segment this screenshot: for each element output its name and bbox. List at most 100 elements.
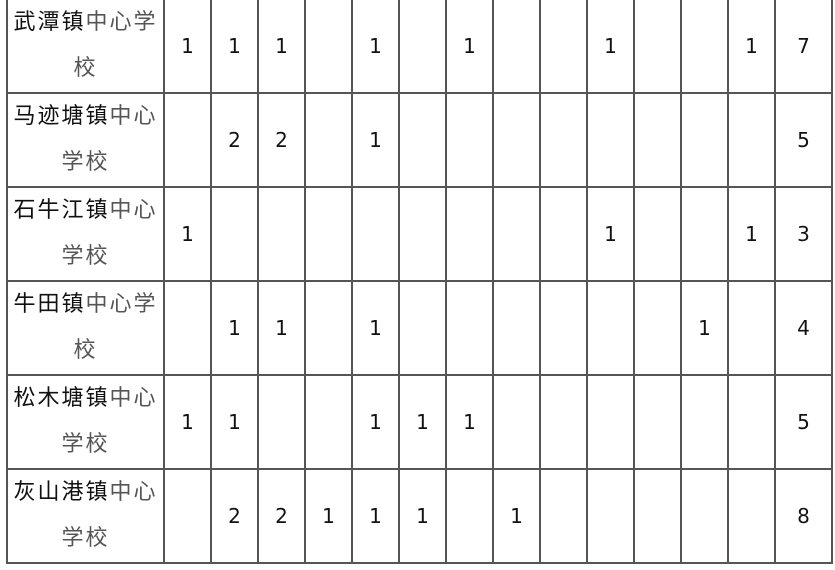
count-cell: [445, 186, 494, 282]
count-cell: [633, 186, 682, 282]
school-suffix: 中心学校: [73, 10, 158, 81]
count-cell: [492, 374, 541, 470]
count-cell: 1: [586, 0, 635, 94]
count-cell: [304, 186, 353, 282]
count-cell: [257, 186, 306, 282]
total-cell: 7: [774, 0, 833, 94]
school-name-cell: 石牛江镇中心学校: [6, 186, 165, 282]
count-cell: 1: [163, 186, 212, 282]
school-name-cell: 松木塘镇中心学校: [6, 374, 165, 470]
count-cell: 1: [586, 186, 635, 282]
count-cell: 2: [257, 468, 306, 564]
count-cell: [445, 92, 494, 188]
count-cell: [351, 186, 400, 282]
table-row: 灰山港镇中心学校 2 2 1 1 1 1 8: [6, 468, 833, 564]
count-cell: [539, 0, 588, 94]
town-name: 灰山港镇: [13, 480, 110, 505]
school-suffix: 中心学校: [61, 480, 158, 551]
town-name: 马迹塘镇: [13, 104, 110, 129]
count-cell: 1: [351, 468, 400, 564]
count-cell: [492, 92, 541, 188]
count-cell: [633, 280, 682, 376]
count-cell: [163, 280, 212, 376]
count-cell: [304, 374, 353, 470]
school-suffix: 中心学校: [61, 198, 158, 269]
count-cell: [586, 280, 635, 376]
total-cell: 5: [774, 374, 833, 470]
count-cell: [680, 468, 729, 564]
count-cell: [633, 0, 682, 94]
count-cell: 1: [351, 0, 400, 94]
count-cell: [586, 92, 635, 188]
count-cell: [398, 280, 447, 376]
count-cell: 1: [210, 280, 259, 376]
count-cell: [304, 280, 353, 376]
count-cell: [586, 374, 635, 470]
table-row: 石牛江镇中心学校 1 1 1 3: [6, 186, 833, 282]
town-name: 松木塘镇: [13, 386, 110, 411]
school-name-cell: 武潭镇中心学校: [6, 0, 165, 94]
count-cell: [680, 374, 729, 470]
count-cell: [210, 186, 259, 282]
count-cell: [539, 280, 588, 376]
count-cell: [633, 374, 682, 470]
count-cell: [680, 0, 729, 94]
count-cell: 1: [163, 374, 212, 470]
count-cell: [727, 280, 776, 376]
count-cell: 1: [210, 0, 259, 94]
count-cell: [633, 468, 682, 564]
count-cell: 1: [351, 374, 400, 470]
count-cell: 1: [257, 280, 306, 376]
count-cell: 1: [304, 468, 353, 564]
count-cell: 1: [163, 0, 212, 94]
table-row: 武潭镇中心学校 1 1 1 1 1 1 1 7: [6, 0, 833, 94]
count-cell: 1: [351, 280, 400, 376]
count-cell: 1: [445, 374, 494, 470]
count-cell: [398, 0, 447, 94]
count-cell: 2: [210, 92, 259, 188]
count-cell: [492, 280, 541, 376]
count-cell: [304, 0, 353, 94]
count-cell: [163, 92, 212, 188]
count-cell: [539, 92, 588, 188]
town-name: 牛田镇: [13, 292, 86, 317]
count-cell: 1: [680, 280, 729, 376]
total-cell: 4: [774, 280, 833, 376]
school-suffix: 中心学校: [61, 386, 158, 457]
count-cell: [398, 186, 447, 282]
count-cell: [492, 186, 541, 282]
count-cell: [727, 468, 776, 564]
total-cell: 3: [774, 186, 833, 282]
count-cell: 1: [257, 0, 306, 94]
count-cell: [304, 92, 353, 188]
count-cell: 1: [210, 374, 259, 470]
table-row: 牛田镇中心学校 1 1 1 1 4: [6, 280, 833, 376]
school-suffix: 中心学校: [73, 292, 158, 363]
count-cell: [445, 280, 494, 376]
count-cell: 1: [492, 468, 541, 564]
count-cell: 2: [210, 468, 259, 564]
count-cell: [492, 0, 541, 94]
school-name-cell: 牛田镇中心学校: [6, 280, 165, 376]
count-cell: [633, 92, 682, 188]
count-cell: [586, 468, 635, 564]
school-suffix: 中心学校: [61, 104, 158, 175]
table-row: 松木塘镇中心学校 1 1 1 1 1 5: [6, 374, 833, 470]
count-cell: [539, 186, 588, 282]
count-cell: 1: [398, 468, 447, 564]
count-cell: 1: [727, 186, 776, 282]
count-cell: [680, 186, 729, 282]
total-cell: 8: [774, 468, 833, 564]
count-cell: 1: [398, 374, 447, 470]
count-cell: [680, 92, 729, 188]
town-name: 石牛江镇: [13, 198, 110, 223]
count-cell: [445, 468, 494, 564]
count-cell: 1: [727, 0, 776, 94]
total-cell: 5: [774, 92, 833, 188]
count-cell: 1: [445, 0, 494, 94]
count-cell: 2: [257, 92, 306, 188]
count-cell: [398, 92, 447, 188]
school-name-cell: 马迹塘镇中心学校: [6, 92, 165, 188]
count-cell: [163, 468, 212, 564]
count-cell: 1: [351, 92, 400, 188]
